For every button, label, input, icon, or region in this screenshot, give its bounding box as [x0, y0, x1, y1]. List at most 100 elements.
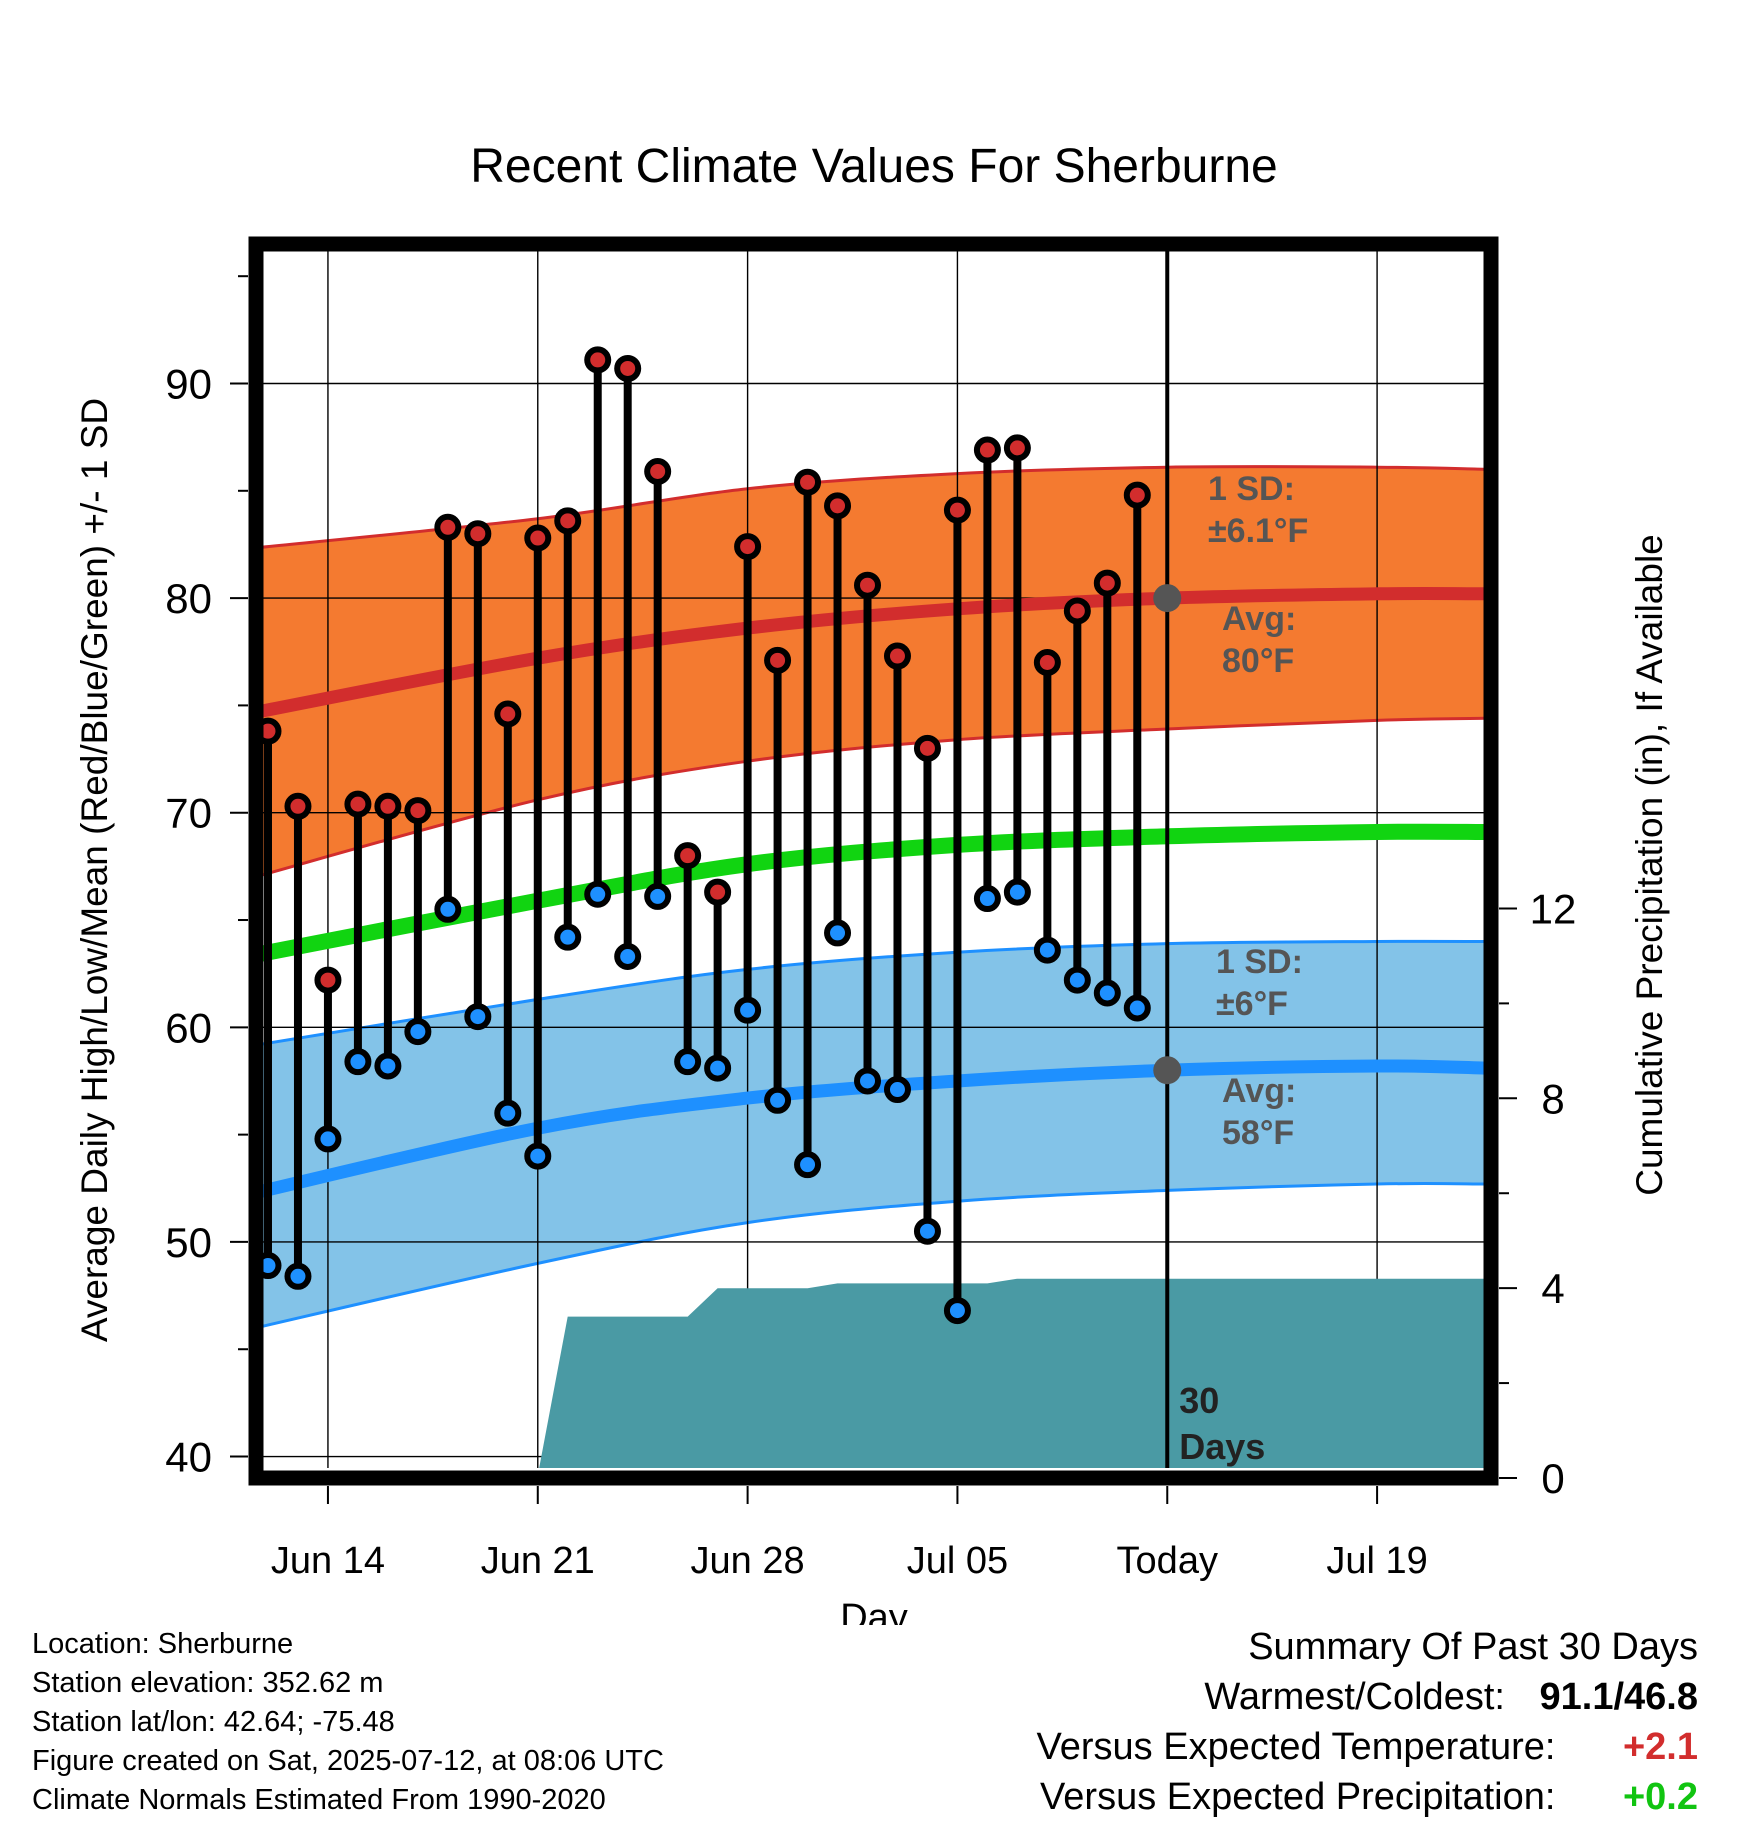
high-point — [524, 524, 552, 552]
low-point — [704, 1054, 732, 1082]
high-point — [464, 520, 492, 548]
high-point — [704, 878, 732, 906]
axes: 40 50 60 70 80 90 0 4 8 12 Jun 14 Jun 21 Jun 28 Jul 0… — [165, 275, 1577, 1582]
high-point — [1093, 569, 1121, 597]
low-point — [524, 1142, 552, 1170]
high-upper-line — [262, 465, 1485, 549]
x-axis-label: Day — [840, 1597, 908, 1625]
high-point — [344, 790, 372, 818]
low-point — [973, 885, 1001, 913]
x-tick-label: Jul 19 — [1326, 1540, 1427, 1582]
y-tick-label: 40 — [165, 1434, 212, 1481]
x-tick-label: Jun 14 — [271, 1540, 385, 1582]
elevation-text: Station elevation: 352.62 m — [32, 1667, 384, 1699]
y-right-tick-label: 8 — [1541, 1075, 1564, 1122]
x-tick-label: Today — [1117, 1540, 1218, 1582]
low-sd-band — [262, 941, 1485, 1327]
x-tick-label: Jun 21 — [481, 1540, 595, 1582]
high-point — [434, 513, 462, 541]
created-text: Figure created on Sat, 2025-07-12, at 08… — [32, 1745, 664, 1777]
high-point — [284, 792, 312, 820]
low-point — [734, 996, 762, 1024]
low-point — [883, 1076, 911, 1104]
low-point — [344, 1048, 372, 1076]
low-point — [494, 1099, 522, 1127]
y-tick-label: 80 — [165, 575, 212, 622]
chart-title: Recent Climate Values For Sherburne — [470, 140, 1278, 193]
high-point — [1123, 481, 1151, 509]
low-point — [1033, 936, 1061, 964]
precip-value: +0.2 — [1622, 1776, 1698, 1818]
latlon-text: Station lat/lon: 42.64; -75.48 — [32, 1706, 395, 1738]
y-axis-label-left: Average Daily High/Low/Mean (Red/Blue/Gr… — [74, 398, 115, 1342]
high-point — [973, 436, 1001, 464]
y-axis-label-right: Cumulative Precipitation (in), If Availa… — [1629, 534, 1670, 1196]
low-point — [854, 1067, 882, 1095]
y-tick-label: 90 — [165, 360, 212, 407]
y-right-tick-label: 12 — [1530, 885, 1577, 932]
y-tick-label: 70 — [165, 790, 212, 837]
summary-panel: Summary Of Past 30 Days Warmest/Coldest:… — [1037, 1622, 1698, 1822]
annotation-low-avg: Avg: 58°F — [1222, 1072, 1296, 1152]
low-point — [584, 880, 612, 908]
low-point — [1123, 994, 1151, 1022]
window-label: 30 Days — [1179, 1380, 1265, 1467]
low-point — [464, 1003, 492, 1031]
low-point — [284, 1262, 312, 1290]
low-point — [314, 1125, 342, 1153]
high-point — [674, 842, 702, 870]
high-point — [794, 468, 822, 496]
high-point — [554, 507, 582, 535]
x-tick-label: Jul 05 — [907, 1540, 1008, 1582]
low-avg-marker — [1153, 1056, 1182, 1085]
low-point — [434, 895, 462, 923]
low-point — [764, 1086, 792, 1114]
temp-label: Versus Expected Temperature: — [1036, 1726, 1556, 1768]
y-tick-label: 60 — [165, 1004, 212, 1051]
low-point — [614, 943, 642, 971]
low-point — [674, 1048, 702, 1076]
high-point — [943, 496, 971, 524]
warmest-label: Warmest/Coldest: — [1204, 1676, 1505, 1718]
low-point — [1003, 878, 1031, 906]
high-normal-line — [262, 586, 1485, 718]
high-point — [1003, 434, 1031, 462]
summary-precip-row: Versus Expected Precipitation: +0.2 — [1037, 1772, 1698, 1822]
high-point — [314, 966, 342, 994]
temperature-marks — [254, 346, 1151, 1325]
high-point — [644, 457, 672, 485]
low-point — [374, 1052, 402, 1080]
high-point — [614, 354, 642, 382]
annotations: 1 SD: ±6.1°F Avg: 80°F 1 SD: ±6°F Avg: 58°F 30 Da… — [1153, 470, 1308, 1467]
warmest-value: 91.1/46.8 — [1539, 1676, 1698, 1718]
low-lower-line — [262, 1182, 1485, 1328]
summary-temp-row: Versus Expected Temperature: +2.1 — [1037, 1722, 1698, 1772]
low-point — [794, 1151, 822, 1179]
high-point — [1063, 597, 1091, 625]
high-point — [854, 571, 882, 599]
annotation-high-sd: 1 SD: ±6.1°F — [1208, 470, 1308, 550]
high-point — [734, 533, 762, 561]
low-point — [1063, 966, 1091, 994]
high-point — [584, 346, 612, 374]
summary-title: Summary Of Past 30 Days — [1248, 1626, 1698, 1668]
precip-label: Versus Expected Precipitation: — [1040, 1776, 1556, 1818]
high-point — [1033, 648, 1061, 676]
y-tick-label: 50 — [165, 1219, 212, 1266]
low-normal-line — [262, 1059, 1485, 1198]
climate-chart: Recent Climate Values For Sherburne 4050… — [74, 140, 1670, 1625]
y-right-tick-label: 4 — [1541, 1265, 1564, 1312]
y-right-tick-label: 0 — [1541, 1455, 1564, 1502]
high-point — [404, 797, 432, 825]
normals-text: Climate Normals Estimated From 1990-2020 — [32, 1784, 606, 1816]
low-point — [943, 1297, 971, 1325]
low-point — [1093, 979, 1121, 1007]
low-point — [913, 1217, 941, 1245]
low-point — [554, 923, 582, 951]
annotation-high-avg: Avg: 80°F — [1222, 600, 1296, 680]
station-info: Location: Sherburne Station elevation: 3… — [32, 1625, 664, 1820]
high-point — [883, 642, 911, 670]
high-point — [913, 734, 941, 762]
x-tick-label: Jun 28 — [691, 1540, 805, 1582]
high-point — [764, 646, 792, 674]
